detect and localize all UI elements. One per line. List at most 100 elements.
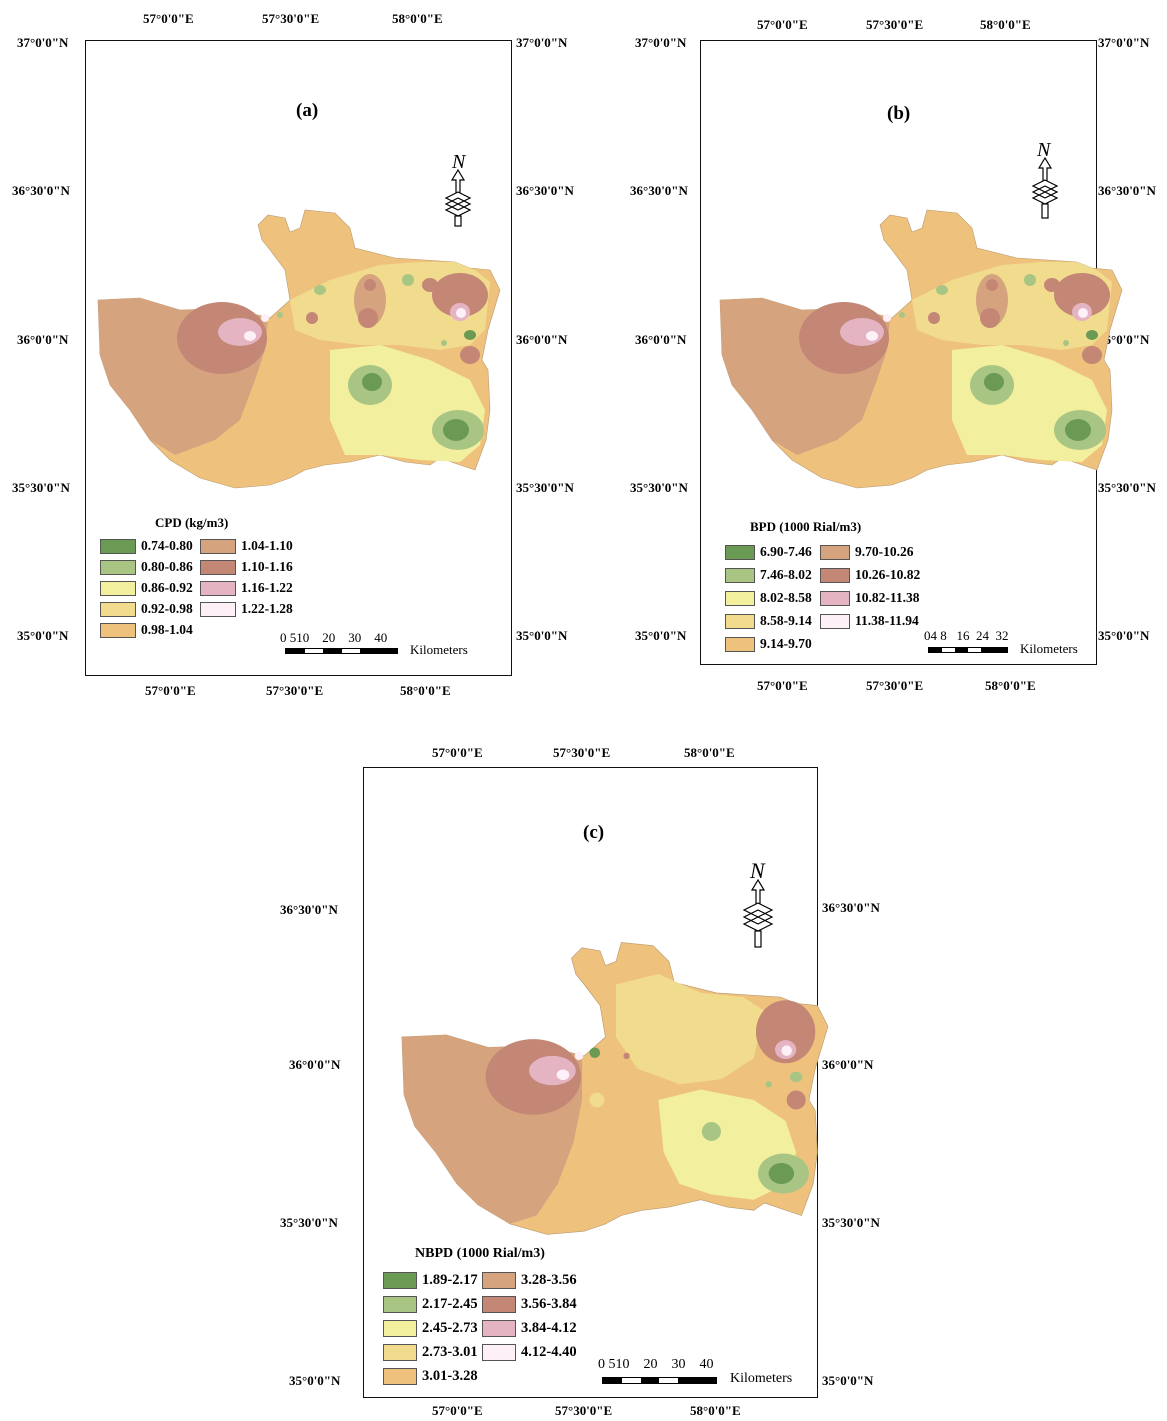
lat-label: 35°30'0"N [822,1215,880,1230]
lat-label: 35°0'0"N [822,1373,874,1388]
north-arrow-icon: N [742,858,774,948]
lon-label: 57°0'0"E [432,745,483,760]
legend-swatch [820,591,850,607]
legend-swatch [100,602,136,618]
lat-label: 36°0'0"N [17,332,69,347]
map-frame [363,767,818,1398]
legend-item: 9.14-9.70 [725,636,812,653]
scale-labels: 0 510 20 30 40 [280,630,388,645]
lat-label: 36°0'0"N [822,1057,874,1072]
legend-swatch [725,568,755,584]
legend-item: 2.73-3.01 [383,1344,478,1362]
legend-swatch [200,560,236,576]
lat-label: 35°30'0"N [1098,480,1156,495]
legend-item: 1.22-1.28 [200,601,293,618]
scale-labels: 0 510 20 30 40 [598,1357,714,1372]
interpolated-map [719,209,1123,489]
legend-item: 2.45-2.73 [383,1320,478,1338]
lat-label: 36°30'0"N [516,183,574,198]
north-arrow-icon: N [444,151,472,227]
legend-swatch [482,1296,516,1314]
scale-bar [602,1377,717,1384]
legend-swatch [383,1296,417,1314]
legend-item: 6.90-7.46 [725,544,812,561]
lat-label: 36°30'0"N [12,183,70,198]
lon-label: 57°30'0"E [553,745,611,760]
legend-swatch [725,637,755,653]
north-label: N [1036,139,1052,161]
legend-title: CPD (kg/m3) [155,515,229,530]
panel-title: (c) [583,822,605,843]
legend-item: 3.56-3.84 [482,1296,577,1314]
scale-labels: 04 8 16 24 32 [924,628,1009,643]
legend-item: 1.10-1.16 [200,559,293,576]
lat-label: 35°0'0"N [289,1373,341,1388]
lon-label: 58°0'0"E [980,17,1031,32]
legend-swatch [383,1272,417,1290]
legend-item: 10.26-10.82 [820,567,920,584]
legend-swatch [482,1344,516,1362]
legend-swatch [820,614,850,630]
legend-swatch [725,545,755,561]
scale-bar [285,648,398,654]
legend-item: 0.74-0.80 [100,538,193,555]
legend-swatch [100,623,136,639]
lon-label: 58°0'0"E [400,683,451,698]
legend-item: 1.16-1.22 [200,580,293,597]
lat-label: 35°0'0"N [1098,628,1150,643]
lat-label: 35°30'0"N [630,480,688,495]
legend-item: 3.28-3.56 [482,1272,577,1290]
legend-item: 9.70-10.26 [820,544,914,561]
lat-label: 35°30'0"N [280,1215,338,1230]
north-label: N [451,151,467,173]
interpolated-map [97,209,501,489]
lat-label: 35°0'0"N [635,628,687,643]
lon-label: 58°0'0"E [684,745,735,760]
lat-label: 35°0'0"N [516,628,568,643]
north-arrow-icon: N [1031,139,1059,219]
legend-item: 3.01-3.28 [383,1368,478,1386]
legend-item: 8.02-8.58 [725,590,812,607]
legend-swatch [725,591,755,607]
legend-item: 3.84-4.12 [482,1320,577,1338]
lon-label: 58°0'0"E [690,1403,741,1418]
legend-swatch [820,568,850,584]
scale-bar [928,647,1008,653]
legend-swatch [200,581,236,597]
north-label: N [749,858,766,883]
lat-label: 36°0'0"N [516,332,568,347]
lat-label: 36°30'0"N [1098,183,1156,198]
legend-item: 0.92-0.98 [100,601,193,618]
lon-label: 57°30'0"E [866,17,924,32]
lon-label: 57°30'0"E [555,1403,613,1418]
lon-label: 58°0'0"E [985,678,1036,693]
legend-swatch [100,539,136,555]
legend-item: 0.80-0.86 [100,559,193,576]
lon-label: 57°0'0"E [143,11,194,26]
lon-label: 57°0'0"E [757,17,808,32]
legend-item: 0.98-1.04 [100,622,193,639]
legend-item: 2.17-2.45 [383,1296,478,1314]
lon-label: 58°0'0"E [392,11,443,26]
lon-label: 57°30'0"E [266,683,324,698]
legend-title: BPD (1000 Rial/m3) [750,519,862,534]
lat-label: 37°0'0"N [516,35,568,50]
panel-title: (a) [296,100,319,121]
legend-swatch [383,1320,417,1338]
legend-item: 4.12-4.40 [482,1344,577,1362]
lon-label: 57°30'0"E [262,11,320,26]
legend-item: 11.38-11.94 [820,613,919,630]
lat-label: 35°0'0"N [17,628,69,643]
legend-item: 10.82-11.38 [820,590,920,607]
legend-swatch [200,539,236,555]
lat-label: 37°0'0"N [17,35,69,50]
legend-swatch [725,614,755,630]
legend-swatch [100,560,136,576]
lat-label: 36°30'0"N [630,183,688,198]
legend-item: 0.86-0.92 [100,580,193,597]
lat-label: 36°0'0"N [1098,332,1150,347]
scale-unit: Kilometers [730,1371,793,1386]
legend-swatch [820,545,850,561]
legend-swatch [482,1272,516,1290]
